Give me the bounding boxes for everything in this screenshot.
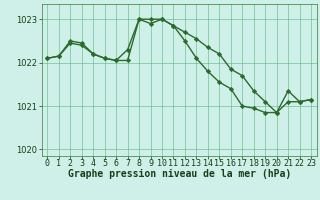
X-axis label: Graphe pression niveau de la mer (hPa): Graphe pression niveau de la mer (hPa) xyxy=(68,169,291,179)
